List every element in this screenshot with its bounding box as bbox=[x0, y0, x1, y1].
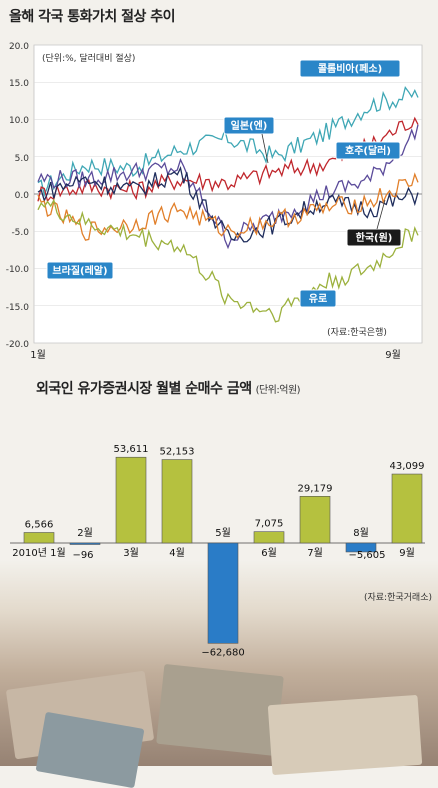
series-line bbox=[37, 165, 419, 243]
series-label: 브라질(레알) bbox=[52, 264, 107, 277]
series-line bbox=[37, 198, 419, 323]
net-purchase-bar-chart: 6,566 2010년 1월 −96 2월 53,611 3월 52,153 4월 −62,68… bbox=[10, 444, 432, 658]
currency-line-chart: 20.0 15.0 10.0 5.0 0.0 -5.0 -10.0 -15.0 … bbox=[6, 42, 423, 361]
series-label: 한국(원) bbox=[356, 231, 393, 244]
bar bbox=[23, 532, 55, 544]
top-source: (자료:한국은행) bbox=[327, 326, 387, 338]
bar-value-label: −5,605 bbox=[348, 550, 385, 561]
y-axis-ticks: 20.0 15.0 10.0 5.0 0.0 -5.0 -10.0 -15.0 … bbox=[6, 42, 30, 350]
y-tick: 5.0 bbox=[15, 154, 30, 164]
bar bbox=[345, 542, 377, 553]
bar-value-label: −96 bbox=[72, 550, 93, 561]
bottom-unit: (단위:억원) bbox=[255, 385, 301, 396]
label-colombia: 콜롬비아(페소) bbox=[299, 59, 401, 78]
month-label: 2월 bbox=[77, 527, 93, 539]
bar-value-label: 43,099 bbox=[390, 461, 425, 472]
bar bbox=[161, 459, 193, 544]
month-label: 2010년 1월 bbox=[12, 547, 65, 559]
month-label: 6월 bbox=[261, 547, 277, 559]
y-tick: 0.0 bbox=[15, 191, 30, 201]
bar-value-label: 52,153 bbox=[160, 447, 195, 458]
month-label: 8월 bbox=[353, 527, 369, 539]
x-label-start: 1월 bbox=[30, 349, 46, 361]
bars: 6,566 2010년 1월 −96 2월 53,611 3월 52,153 4월 −62,68… bbox=[10, 444, 425, 658]
y-tick: -10.0 bbox=[6, 265, 30, 275]
x-label-end: 9월 bbox=[385, 349, 401, 361]
y-tick: -20.0 bbox=[6, 340, 30, 350]
unit-note: (단위:%, 달러대비 절상) bbox=[42, 52, 135, 64]
bar bbox=[253, 531, 285, 544]
bottom-title-text: 외국인 유가증권시장 월별 순매수 금액 bbox=[36, 381, 252, 397]
bottom-chart-title: 외국인 유가증권시장 월별 순매수 금액 (단위:억원) bbox=[36, 378, 301, 398]
month-label: 4월 bbox=[169, 547, 185, 559]
top-chart-title: 올해 각국 통화가치 절상 추이 bbox=[9, 9, 176, 25]
bottom-source: (자료:한국거래소) bbox=[364, 592, 432, 603]
bar bbox=[115, 456, 147, 544]
bar bbox=[207, 542, 239, 644]
bar-value-label: −62,680 bbox=[201, 647, 244, 658]
bar bbox=[299, 496, 331, 544]
label-australia: 호주(달러) bbox=[335, 141, 401, 160]
label-euro: 유로 bbox=[299, 289, 337, 308]
month-label: 9월 bbox=[399, 547, 415, 559]
y-tick: 15.0 bbox=[9, 79, 29, 89]
series-label: 호주(달러) bbox=[345, 144, 391, 157]
month-label: 3월 bbox=[123, 547, 139, 559]
label-korea: 한국(원) bbox=[346, 199, 402, 247]
month-label: 7월 bbox=[307, 547, 323, 559]
bar-value-label: 29,179 bbox=[298, 483, 333, 494]
bar-value-label: 6,566 bbox=[25, 519, 54, 530]
y-tick: -15.0 bbox=[6, 303, 30, 313]
month-label: 5월 bbox=[215, 527, 231, 539]
label-brazil: 브라질(레알) bbox=[46, 261, 114, 280]
series-label: 콜롬비아(페소) bbox=[318, 62, 382, 75]
bar-value-label: 53,611 bbox=[114, 444, 149, 455]
series-line bbox=[37, 86, 419, 198]
series-line bbox=[37, 172, 419, 241]
bar-value-label: 7,075 bbox=[255, 519, 284, 530]
bar bbox=[69, 542, 101, 545]
y-tick: 10.0 bbox=[9, 116, 29, 126]
series-label: 유로 bbox=[309, 293, 327, 305]
y-tick: 20.0 bbox=[9, 42, 29, 52]
series-line bbox=[37, 124, 419, 250]
bar bbox=[391, 473, 423, 544]
label-japan: 일본(엔) bbox=[223, 116, 275, 164]
series-label: 일본(엔) bbox=[231, 119, 268, 132]
y-tick: -5.0 bbox=[11, 228, 29, 238]
